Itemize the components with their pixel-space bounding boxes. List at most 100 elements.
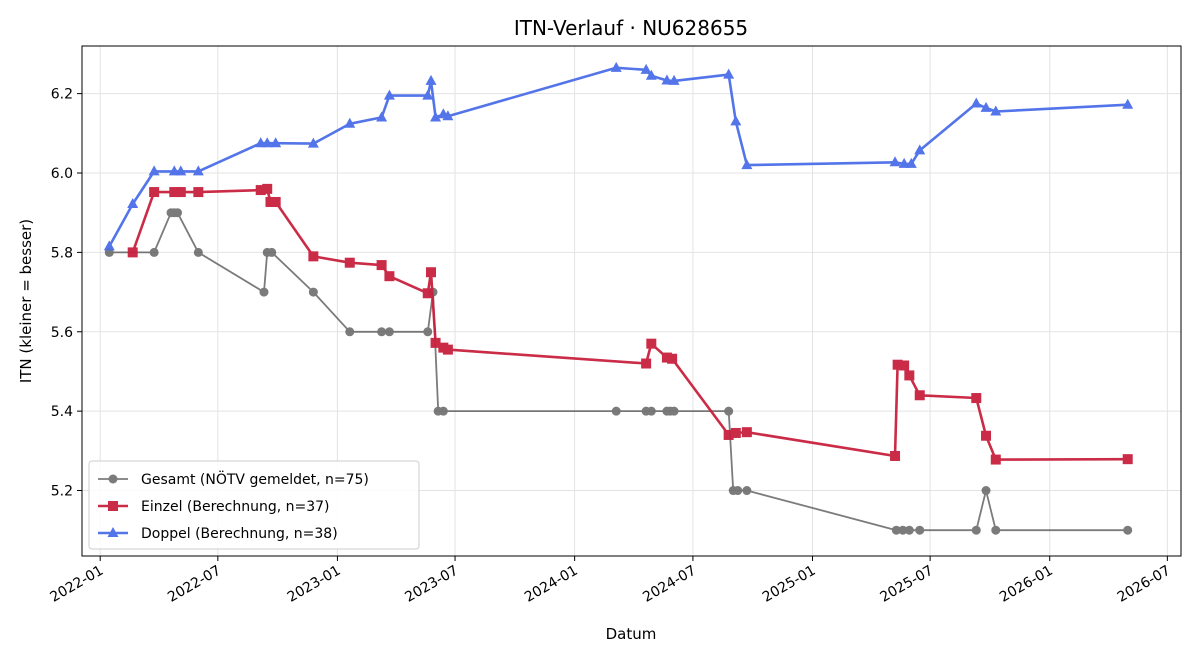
data-point [267, 247, 277, 257]
data-point [905, 157, 917, 168]
data-point [262, 183, 273, 194]
data-point [723, 68, 735, 79]
data-point [192, 165, 204, 176]
y-axis-label: ITN (kleiner = besser) [17, 219, 35, 383]
data-point [425, 74, 437, 85]
grid-lines [82, 46, 1181, 556]
x-axis-label: Datum [606, 625, 657, 643]
chart-title: ITN-Verlauf · NU628655 [514, 16, 748, 40]
data-point [730, 427, 741, 438]
data-point [898, 157, 910, 168]
data-point [308, 287, 318, 297]
data-point [169, 187, 180, 198]
data-point [345, 327, 355, 337]
data-point [193, 247, 203, 257]
legend-marker [108, 474, 118, 484]
data-point [1122, 454, 1133, 465]
data-point [742, 486, 752, 496]
data-point [423, 327, 433, 337]
data-point [307, 137, 319, 148]
data-point [991, 525, 1001, 535]
data-point [741, 427, 752, 438]
data-point [430, 111, 442, 122]
series-layer [103, 61, 1134, 535]
data-point [376, 111, 388, 122]
data-point [741, 159, 753, 170]
data-point [255, 185, 266, 196]
data-point [730, 115, 742, 126]
data-point [438, 406, 448, 416]
data-point [1122, 98, 1134, 109]
data-point [890, 450, 901, 461]
data-point [383, 89, 395, 100]
data-point [898, 525, 908, 535]
data-point [127, 247, 138, 258]
data-point [733, 486, 743, 496]
data-point [971, 525, 981, 535]
y-tick-label: 6.2 [51, 87, 73, 103]
data-point [426, 267, 437, 278]
data-point [990, 105, 1002, 116]
data-point [669, 406, 679, 416]
data-point [422, 288, 433, 299]
data-point [377, 327, 387, 337]
data-point [103, 240, 115, 251]
data-point [127, 197, 139, 208]
data-point [261, 137, 273, 148]
data-point [442, 344, 453, 355]
y-tick-label: 5.8 [51, 245, 73, 261]
series-triangle [103, 61, 1134, 251]
data-point [270, 196, 281, 207]
data-point [430, 337, 441, 348]
data-point [1123, 525, 1133, 535]
data-point [175, 187, 186, 198]
y-tick-label: 5.6 [51, 325, 73, 341]
legend: Gesamt (NÖTV gemeldet, n=75) Einzel (Bere… [88, 460, 420, 550]
legend-marker [107, 527, 119, 537]
data-point [308, 251, 319, 262]
data-point [442, 110, 454, 121]
data-point [384, 271, 395, 282]
data-point [148, 165, 160, 176]
data-point [344, 117, 356, 128]
legend-marker [108, 501, 118, 511]
data-point [899, 360, 910, 371]
data-point [259, 287, 269, 297]
legend-entry [98, 474, 128, 484]
data-point [668, 74, 680, 85]
data-point [611, 406, 621, 416]
plot-frame [81, 45, 1182, 557]
data-point [376, 260, 387, 271]
data-point [971, 393, 982, 404]
legend-entry [98, 527, 128, 537]
data-point [661, 352, 672, 363]
y-axis: 5.2 5.4 5.6 5.8 6.0 6.2 [51, 87, 82, 500]
data-point [641, 358, 652, 369]
data-point [723, 429, 734, 440]
data-point [904, 370, 915, 381]
series-circle [104, 208, 1133, 535]
data-point [646, 406, 656, 416]
data-point [645, 69, 657, 80]
data-point [981, 486, 991, 496]
data-point [610, 61, 622, 72]
data-point [667, 353, 678, 364]
data-point [914, 144, 926, 155]
data-point [149, 247, 159, 257]
legend-label: Gesamt (NÖTV gemeldet, n=75) [141, 470, 369, 488]
data-point [173, 208, 183, 218]
data-point [724, 406, 734, 416]
legend-label: Doppel (Berechnung, n=38) [141, 526, 338, 542]
data-point [640, 63, 652, 74]
data-point [265, 196, 276, 207]
data-point [661, 74, 673, 85]
series-square [127, 183, 1133, 465]
data-point [270, 137, 282, 148]
data-point [175, 165, 187, 176]
data-point [422, 89, 434, 100]
legend-label: Einzel (Berechnung, n=37) [141, 499, 330, 515]
data-point [904, 525, 914, 535]
y-tick-label: 6.0 [51, 166, 73, 182]
